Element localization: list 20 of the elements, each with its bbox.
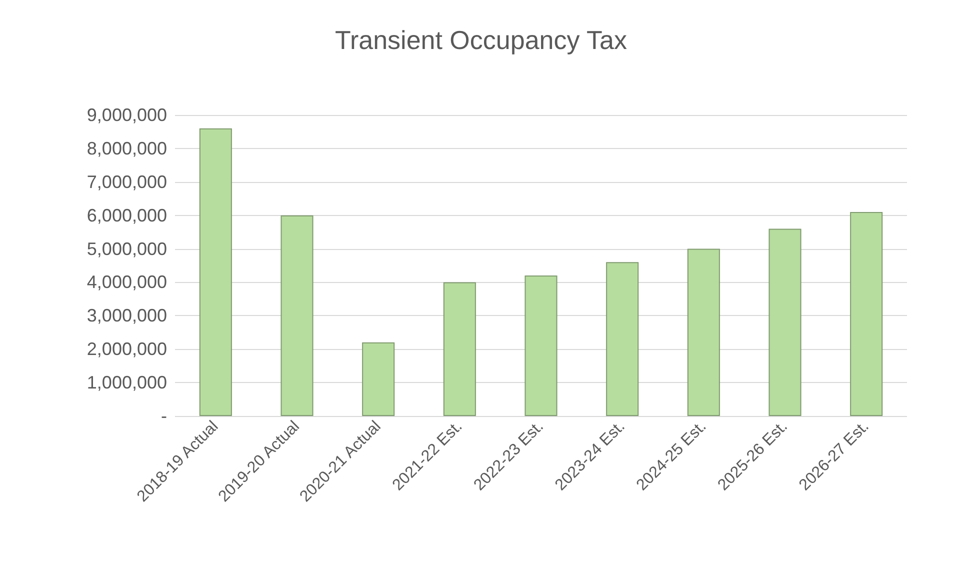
bar: [362, 342, 395, 416]
y-tick-label: 3,000,000: [86, 306, 167, 326]
bar: [443, 282, 476, 416]
bar: [768, 228, 802, 416]
chart-title: Transient Occupancy Tax: [335, 25, 627, 55]
y-tick-label: 6,000,000: [86, 205, 167, 226]
bar: [524, 276, 558, 416]
bar: [850, 212, 883, 416]
y-tick-label: 2,000,000: [86, 339, 167, 360]
bar: [199, 128, 232, 416]
y-tick-label: 8,000,000: [86, 138, 167, 158]
bar: [280, 215, 314, 416]
y-tick-label: 1,000,000: [86, 372, 167, 393]
y-tick-label: 4,000,000: [86, 272, 167, 292]
y-tick-label: 9,000,000: [86, 105, 167, 125]
bar: [687, 248, 720, 416]
y-tick-label: 7,000,000: [86, 172, 167, 192]
y-tick-label: -: [161, 406, 167, 426]
y-tick-label: 5,000,000: [86, 238, 167, 259]
bar: [606, 262, 639, 416]
